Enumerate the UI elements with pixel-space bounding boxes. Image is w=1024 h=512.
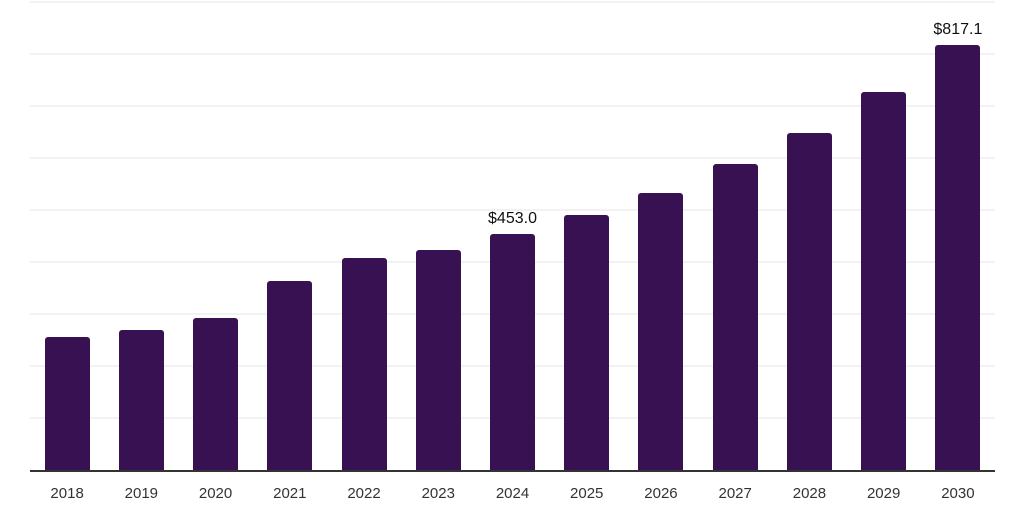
x-tick-label-2022: 2022 [347,485,381,502]
bar-2020[interactable] [193,318,239,470]
gridline-900 [30,1,995,3]
bar-2026[interactable] [638,193,684,470]
bar-2029[interactable] [861,91,907,470]
x-tick-label-2020: 2020 [198,485,233,502]
bar-2022[interactable] [341,257,387,470]
x-tick-label-2027: 2027 [718,485,752,502]
value-label-2030: $817.1 [933,21,983,39]
gridline-600 [30,157,995,159]
gridline-700 [30,105,995,107]
bar-2028[interactable] [786,133,832,470]
bar-2018[interactable] [44,336,90,470]
x-axis-line [30,470,995,472]
x-tick-label-2029: 2029 [866,485,901,502]
x-tick-label-2028: 2028 [792,485,827,502]
bar-2024[interactable] [490,234,535,470]
x-tick-label-2019: 2019 [124,485,159,502]
bar-2025[interactable] [564,215,610,470]
bar-2019[interactable] [118,329,164,470]
bar-2030[interactable] [935,45,981,470]
x-tick-label-2030: 2030 [941,485,975,502]
x-tick-label-2021: 2021 [273,485,307,502]
bar-2023[interactable] [415,249,461,470]
plot-area: $453.0 $817.1 [30,1,995,472]
x-tick-label-2024: 2024 [495,485,530,502]
x-tick-label-2018: 2018 [50,485,84,502]
x-tick-label-2023: 2023 [421,485,455,502]
value-label-2024: $453.0 [488,210,537,228]
bar-2027[interactable] [712,164,758,470]
x-tick-label-2026: 2026 [644,485,678,502]
x-tick-label-2025: 2025 [570,485,604,502]
bar-2021[interactable] [267,280,313,470]
gridline-800 [30,53,995,55]
